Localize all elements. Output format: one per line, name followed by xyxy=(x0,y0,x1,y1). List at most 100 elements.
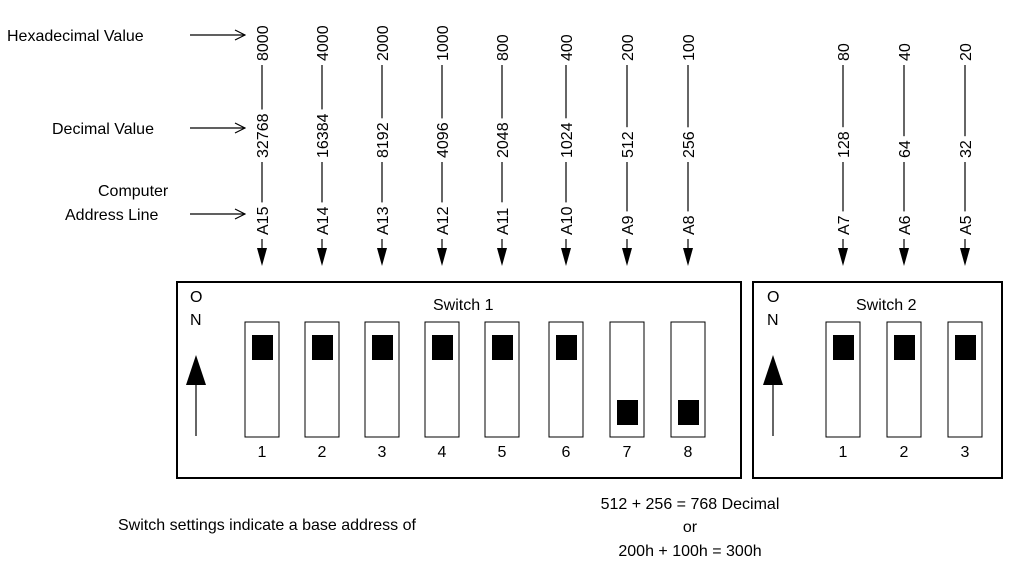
address-line-label: A12 xyxy=(435,206,452,235)
switch-position-number: 4 xyxy=(438,444,447,461)
switch-position-1[interactable]: 1 xyxy=(244,321,280,461)
switch-position-number: 2 xyxy=(318,444,327,461)
decimal-value-label: 512 xyxy=(620,131,637,158)
switch-toggle-on[interactable] xyxy=(556,335,577,360)
hex-value-label: 40 xyxy=(897,43,914,61)
switch-position-7[interactable]: 7 xyxy=(609,321,645,461)
switch-2-on-arrow-icon xyxy=(763,355,783,385)
switch-position-number: 8 xyxy=(684,444,693,461)
switch-2-on-label-n: N xyxy=(767,312,779,329)
switch-position-number: 3 xyxy=(378,444,387,461)
switch-position-number: 2 xyxy=(900,444,909,461)
column-a14: 4000 16384 A14 xyxy=(315,25,332,266)
switch-position-6[interactable]: 6 xyxy=(548,321,584,461)
down-arrow-icon xyxy=(317,248,327,266)
switch-position-number: 5 xyxy=(498,444,507,461)
hex-row-label: Hexadecimal Value xyxy=(7,28,144,45)
address-line-label: A10 xyxy=(559,206,576,235)
down-arrow-icon xyxy=(683,248,693,266)
down-arrow-icon xyxy=(377,248,387,266)
column-a7: 80 128 A7 xyxy=(836,43,853,266)
switch-position-number: 7 xyxy=(623,444,632,461)
switch-position-4[interactable]: 4 xyxy=(424,321,460,461)
down-arrow-icon xyxy=(257,248,267,266)
switch-position-3[interactable]: 3 xyxy=(947,321,983,461)
addr-row-label-line1: Computer xyxy=(98,183,169,200)
address-line-label: A11 xyxy=(495,208,512,235)
down-arrow-icon xyxy=(838,248,848,266)
addr-row-label-line2: Address Line xyxy=(65,207,158,224)
footer-caption: Switch settings indicate a base address … xyxy=(118,517,417,534)
address-line-label: A14 xyxy=(315,206,332,235)
column-a8: 100 256 A8 xyxy=(681,34,698,266)
hex-value-label: 80 xyxy=(836,43,853,61)
address-line-label: A9 xyxy=(620,215,637,235)
switch-2-title: Switch 2 xyxy=(856,297,917,314)
column-a11: 800 2048 A11 xyxy=(495,34,512,266)
switch-2-positions: 1 2 3 xyxy=(825,321,983,461)
hex-value-label: 200 xyxy=(620,34,637,61)
column-a10: 400 1024 A10 xyxy=(559,34,576,266)
column-a15: 8000 32768 A15 xyxy=(255,25,272,266)
decimal-value-label: 16384 xyxy=(315,113,332,158)
decimal-value-label: 1024 xyxy=(559,122,576,158)
hex-value-label: 400 xyxy=(559,34,576,61)
switch-1-on-arrow-icon xyxy=(186,355,206,385)
switch-position-8[interactable]: 8 xyxy=(670,321,706,461)
decimal-value-label: 2048 xyxy=(495,122,512,158)
switch-toggle-on[interactable] xyxy=(312,335,333,360)
switch-toggle-off[interactable] xyxy=(617,400,638,425)
switch-toggle-on[interactable] xyxy=(252,335,273,360)
switch-position-number: 3 xyxy=(961,444,970,461)
hex-value-label: 4000 xyxy=(315,25,332,61)
column-a12: 1000 4096 A12 xyxy=(435,25,452,266)
decimal-value-label: 8192 xyxy=(375,122,392,158)
column-a9: 200 512 A9 xyxy=(620,34,637,266)
switch-position-2[interactable]: 2 xyxy=(304,321,340,461)
switch-1-positions: 1 2 3 4 5 6 7 8 xyxy=(244,321,706,461)
decimal-value-label: 32768 xyxy=(255,113,272,158)
address-line-label: A8 xyxy=(681,215,698,235)
decimal-value-label: 64 xyxy=(897,140,914,158)
decimal-value-label: 4096 xyxy=(435,122,452,158)
switch-position-number: 1 xyxy=(258,444,267,461)
switch-2-on-label-o: O xyxy=(767,289,779,306)
hex-value-label: 100 xyxy=(681,34,698,61)
switch-position-1[interactable]: 1 xyxy=(825,321,861,461)
down-arrow-icon xyxy=(561,248,571,266)
address-line-label: A7 xyxy=(836,215,853,235)
footer-line-3: 200h + 100h = 300h xyxy=(618,543,761,560)
dec-row-label: Decimal Value xyxy=(52,121,154,138)
switch-toggle-on[interactable] xyxy=(372,335,393,360)
switch-1-title: Switch 1 xyxy=(433,297,494,314)
address-line-label: A15 xyxy=(255,206,272,235)
hex-value-label: 800 xyxy=(495,34,512,61)
column-a5: 20 32 A5 xyxy=(958,43,975,266)
switch-toggle-off[interactable] xyxy=(678,400,699,425)
hex-value-label: 1000 xyxy=(435,25,452,61)
switch-toggle-on[interactable] xyxy=(894,335,915,360)
hex-value-label: 2000 xyxy=(375,25,392,61)
switch-toggle-on[interactable] xyxy=(432,335,453,360)
switch-toggle-on[interactable] xyxy=(955,335,976,360)
decimal-value-label: 256 xyxy=(681,131,698,158)
decimal-value-label: 128 xyxy=(836,131,853,158)
address-line-label: A13 xyxy=(375,206,392,235)
down-arrow-icon xyxy=(960,248,970,266)
switch-toggle-on[interactable] xyxy=(833,335,854,360)
switch-toggle-on[interactable] xyxy=(492,335,513,360)
down-arrow-icon xyxy=(899,248,909,266)
down-arrow-icon xyxy=(497,248,507,266)
footer-line-1: 512 + 256 = 768 Decimal xyxy=(601,496,780,513)
address-columns: 8000 32768 A15 4000 16384 A14 2000 8192 A13 1000 4… xyxy=(255,25,975,266)
hex-value-label: 20 xyxy=(958,43,975,61)
switch-position-number: 6 xyxy=(562,444,571,461)
switch-1-on-label-o: O xyxy=(190,289,202,306)
footer-line-2: or xyxy=(683,519,698,536)
switch-position-2[interactable]: 2 xyxy=(886,321,922,461)
switch-position-5[interactable]: 5 xyxy=(484,321,520,461)
switch-position-number: 1 xyxy=(839,444,848,461)
down-arrow-icon xyxy=(437,248,447,266)
switch-position-3[interactable]: 3 xyxy=(364,321,400,461)
